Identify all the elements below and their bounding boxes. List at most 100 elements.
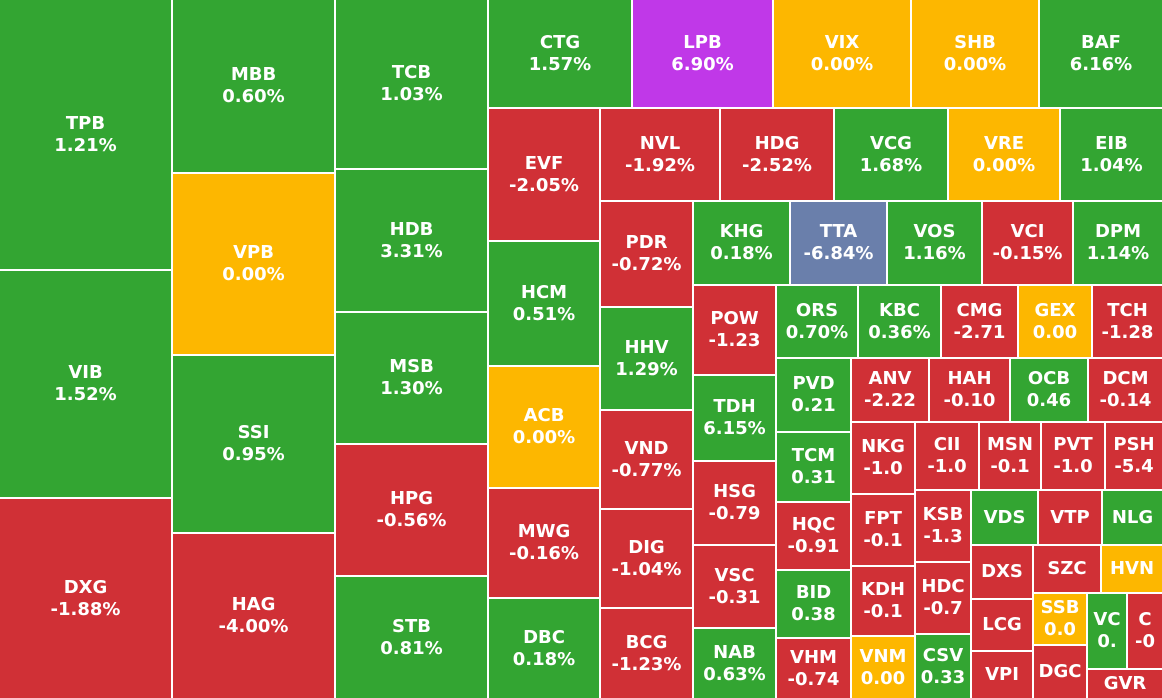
stock-tile[interactable]: TCM 0.31	[777, 433, 850, 501]
stock-tile[interactable]: VPB 0.00%	[173, 174, 334, 354]
stock-tile[interactable]: TPB 1.21%	[0, 0, 171, 269]
stock-tile[interactable]: KDH -0.1	[852, 567, 914, 635]
stock-tile[interactable]: FPT -0.1	[852, 495, 914, 565]
stock-tile[interactable]: NVL -1.92%	[601, 109, 719, 200]
stock-tile[interactable]: BID 0.38	[777, 571, 850, 637]
stock-tile[interactable]: HAG -4.00%	[173, 534, 334, 698]
price-change: 0.70%	[785, 321, 849, 343]
stock-tile[interactable]: SZC	[1034, 546, 1100, 592]
stock-tile[interactable]: ORS 0.70%	[777, 286, 857, 357]
stock-tile[interactable]: DCM -0.14	[1089, 359, 1162, 421]
ticker: C	[1138, 609, 1152, 630]
stock-tile[interactable]: DBC 0.18%	[489, 599, 599, 698]
stock-tile[interactable]: HPG -0.56%	[336, 445, 487, 575]
stock-tile[interactable]: HVN	[1102, 546, 1162, 592]
stock-tile[interactable]: CSV 0.33	[916, 635, 970, 698]
stock-tile[interactable]: HDG -2.52%	[721, 109, 833, 200]
stock-tile[interactable]: MBB 0.60%	[173, 0, 334, 172]
stock-tile[interactable]: CMG -2.71	[942, 286, 1017, 357]
stock-tile[interactable]: SSI 0.95%	[173, 356, 334, 532]
stock-tile[interactable]: VC 0.	[1088, 594, 1126, 668]
stock-tile[interactable]: MSB 1.30%	[336, 313, 487, 443]
stock-tile[interactable]: TTA -6.84%	[791, 202, 886, 284]
ticker: NAB	[713, 641, 756, 663]
stock-tile[interactable]: NLG	[1103, 491, 1162, 544]
stock-tile[interactable]: PDR -0.72%	[601, 202, 692, 306]
stock-tile[interactable]: DGC	[1034, 646, 1086, 698]
stock-tile[interactable]: VOS 1.16%	[888, 202, 981, 284]
stock-tile[interactable]: TDH 6.15%	[694, 376, 775, 460]
stock-tile[interactable]: VSC -0.31	[694, 546, 775, 627]
ticker: TCM	[791, 445, 836, 466]
stock-tile[interactable]: KSB -1.3	[916, 491, 970, 561]
stock-tile[interactable]: CTG 1.57%	[489, 0, 631, 107]
stock-tile[interactable]: ACB 0.00%	[489, 367, 599, 487]
stock-tile[interactable]: GEX 0.00	[1019, 286, 1091, 357]
stock-tile[interactable]: NAB 0.63%	[694, 629, 775, 698]
stock-tile[interactable]: MSN -0.1	[980, 423, 1040, 489]
stock-tile[interactable]: MWG -0.16%	[489, 489, 599, 597]
stock-tile[interactable]: SSB 0.0	[1034, 594, 1086, 644]
price-change: 0.	[1097, 631, 1117, 652]
ticker: PVD	[792, 373, 835, 394]
price-change: -5.4	[1114, 456, 1154, 477]
stock-tile[interactable]: CII -1.0	[916, 423, 978, 489]
stock-tile[interactable]: STB 0.81%	[336, 577, 487, 698]
stock-tile[interactable]: DXS	[972, 546, 1032, 598]
stock-tile[interactable]: VPI	[972, 652, 1032, 698]
stock-tile[interactable]: EVF -2.05%	[489, 109, 599, 240]
stock-tile[interactable]: HDB 3.31%	[336, 170, 487, 311]
stock-tile[interactable]: TCH -1.28	[1093, 286, 1162, 357]
price-change: -1.28	[1101, 321, 1154, 343]
ticker: KSB	[922, 504, 964, 525]
stock-tile[interactable]: DIG -1.04%	[601, 510, 692, 607]
ticker: DCM	[1102, 368, 1149, 389]
ticker: FPT	[864, 508, 902, 529]
stock-tile[interactable]: VRE 0.00%	[949, 109, 1059, 200]
stock-tile[interactable]: BAF 6.16%	[1040, 0, 1162, 107]
stock-tile[interactable]: EIB 1.04%	[1061, 109, 1162, 200]
ticker: SHB	[954, 31, 996, 53]
stock-tile[interactable]: PSH -5.4	[1106, 423, 1162, 489]
stock-tile[interactable]: VIX 0.00%	[774, 0, 910, 107]
stock-tile[interactable]: VCG 1.68%	[835, 109, 947, 200]
stock-tile[interactable]: PVT -1.0	[1042, 423, 1104, 489]
stock-tile[interactable]: VND -0.77%	[601, 411, 692, 508]
stock-tile[interactable]: POW -1.23	[694, 286, 775, 374]
stock-tile[interactable]: HQC -0.91	[777, 503, 850, 569]
stock-tile[interactable]: PVD 0.21	[777, 359, 850, 431]
stock-tile[interactable]: HHV 1.29%	[601, 308, 692, 409]
stock-tile[interactable]: LCG	[972, 600, 1032, 650]
stock-tile[interactable]: LPB 6.90%	[633, 0, 772, 107]
stock-tile[interactable]: HAH -0.10	[930, 359, 1009, 421]
stock-tile[interactable]: VHM -0.74	[777, 639, 850, 698]
ticker: HPG	[389, 488, 434, 509]
price-change: 0.31	[791, 467, 836, 488]
stock-tile[interactable]: VNM 0.00	[852, 637, 914, 698]
stock-tile[interactable]: GVR	[1088, 670, 1162, 698]
stock-tile[interactable]: HCM 0.51%	[489, 242, 599, 365]
stock-tile[interactable]: HDC -0.7	[916, 563, 970, 633]
stock-tile[interactable]: KBC 0.36%	[859, 286, 940, 357]
price-change: -2.05%	[509, 174, 579, 196]
stock-tile[interactable]: VCI -0.15%	[983, 202, 1072, 284]
stock-tile[interactable]: OCB 0.46	[1011, 359, 1087, 421]
stock-tile[interactable]: C -0	[1128, 594, 1162, 668]
ticker: TCH	[1107, 299, 1148, 321]
ticker: VDS	[983, 506, 1026, 528]
stock-tile[interactable]: VDS	[972, 491, 1037, 544]
price-change: 0.00%	[512, 427, 576, 448]
stock-tile[interactable]: DXG -1.88%	[0, 499, 171, 698]
stock-tile[interactable]: KHG 0.18%	[694, 202, 789, 284]
stock-tile[interactable]: BCG -1.23%	[601, 609, 692, 698]
stock-tile[interactable]: HSG -0.79	[694, 462, 775, 544]
stock-tile[interactable]: NKG -1.0	[852, 423, 914, 493]
stock-tile[interactable]: ANV -2.22	[852, 359, 928, 421]
stock-tile[interactable]: TCB 1.03%	[336, 0, 487, 168]
stock-tile[interactable]: DPM 1.14%	[1074, 202, 1162, 284]
stock-tile[interactable]: VTP	[1039, 491, 1101, 544]
stock-tile[interactable]: SHB 0.00%	[912, 0, 1038, 107]
price-change: 1.14%	[1086, 243, 1150, 264]
price-change: 0.00%	[810, 53, 874, 75]
stock-tile[interactable]: VIB 1.52%	[0, 271, 171, 497]
